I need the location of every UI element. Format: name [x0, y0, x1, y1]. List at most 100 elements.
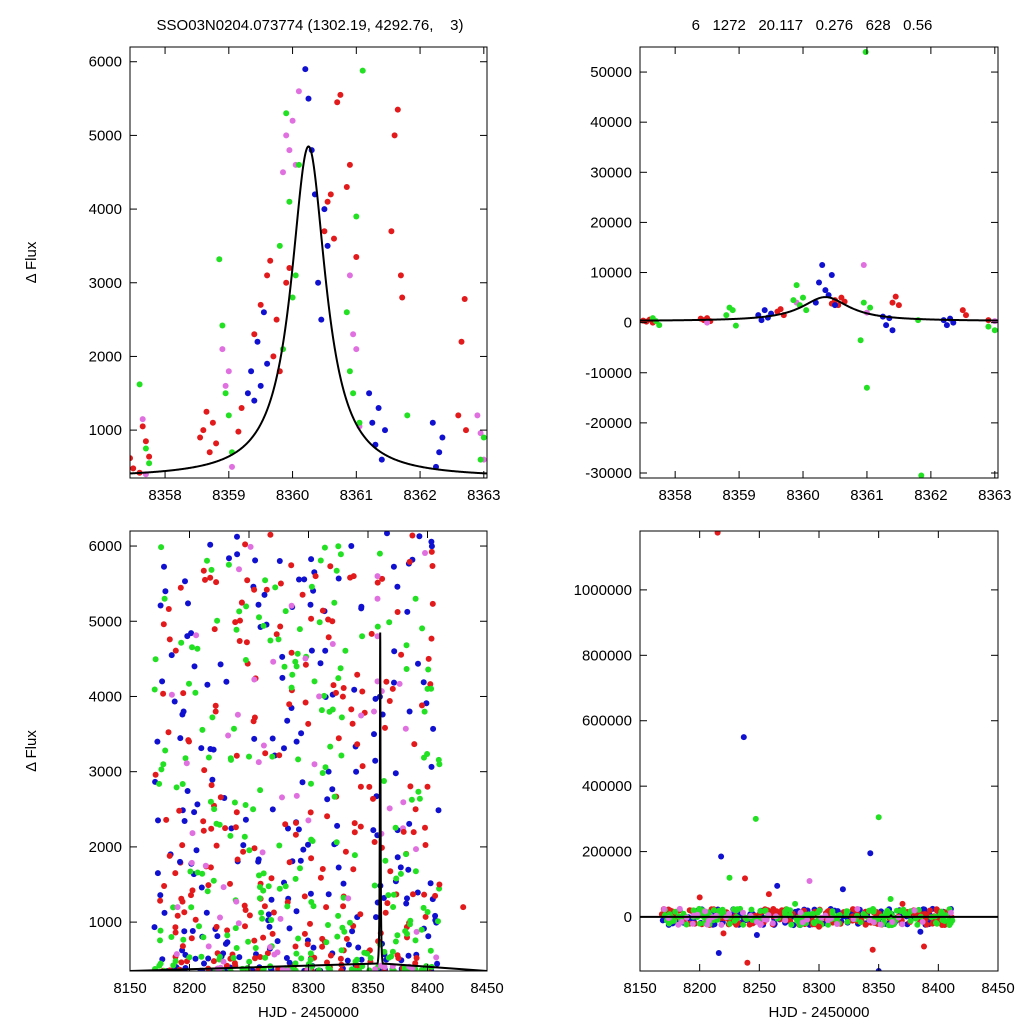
data-point-green	[415, 788, 422, 795]
data-point-red	[329, 618, 336, 625]
data-point-green	[187, 868, 194, 875]
plot-frame	[129, 530, 488, 972]
data-point-green	[416, 795, 423, 802]
data-point-violet	[374, 573, 381, 580]
data-point-blue	[265, 911, 272, 918]
data-point-blue	[432, 912, 439, 919]
data-point-red	[246, 912, 253, 919]
data-point-green	[385, 892, 392, 899]
data-point-green	[246, 958, 253, 965]
data-point-green	[204, 888, 211, 895]
data-point-blue	[921, 906, 928, 913]
data-point-blue	[181, 818, 188, 824]
data-point-blue	[261, 591, 268, 598]
plot-area	[640, 531, 998, 971]
data-point-violet	[217, 914, 223, 921]
data-point-red	[200, 827, 207, 834]
x-tick-label: 8360	[786, 487, 819, 504]
data-point-red	[327, 191, 334, 198]
data-point-red	[337, 91, 344, 98]
y-tick-label: -10000	[585, 365, 632, 382]
data-point-violet	[288, 602, 295, 609]
data-point-green	[232, 925, 239, 932]
data-point-green	[173, 784, 180, 791]
data-point-violet	[293, 792, 300, 799]
data-point-red	[419, 702, 425, 709]
x-axis-label: HJD - 2450000	[769, 1004, 870, 1021]
data-point-blue	[234, 551, 241, 558]
data-point-green	[425, 666, 432, 673]
data-point-violet	[236, 566, 242, 573]
data-point-blue	[405, 866, 412, 873]
data-point-red	[308, 855, 315, 862]
data-point-green	[412, 868, 419, 875]
data-point-red	[205, 882, 212, 889]
data-point-green	[421, 708, 428, 715]
data-point-green	[207, 798, 214, 805]
data-point-green	[337, 665, 344, 672]
data-point-red	[212, 708, 219, 715]
data-point-red	[243, 639, 250, 646]
data-point-green	[427, 947, 434, 954]
data-point-red	[394, 106, 401, 113]
data-point-red	[330, 682, 337, 689]
data-point-red	[166, 852, 173, 859]
data-point-blue	[358, 956, 365, 963]
data-point-green	[371, 882, 378, 889]
data-point-green	[863, 384, 870, 391]
data-point-green	[342, 647, 349, 654]
data-point-red	[292, 831, 299, 838]
data-point-violet	[676, 905, 683, 912]
data-point-blue	[415, 660, 421, 667]
data-point-blue	[324, 242, 331, 249]
data-point-red	[399, 294, 406, 301]
x-tick-label: 8362	[403, 487, 436, 504]
data-point-blue	[168, 652, 175, 659]
data-point-red	[232, 824, 239, 831]
data-point-green	[231, 799, 238, 806]
data-point-red	[398, 651, 405, 658]
y-tick-label: 5000	[89, 613, 122, 630]
data-point-blue	[430, 725, 437, 732]
data-point-violet	[919, 918, 926, 925]
data-point-green	[292, 875, 299, 882]
data-point-green	[323, 939, 330, 946]
data-point-green	[321, 544, 328, 551]
data-point-green	[327, 966, 333, 971]
data-point-red	[299, 591, 306, 598]
data-point-green	[666, 920, 672, 927]
data-point-violet	[704, 319, 711, 326]
data-point-green	[142, 445, 149, 452]
data-point-red	[200, 818, 207, 825]
x-axis-label: HJD - 2450000	[258, 1004, 359, 1021]
data-point-red	[319, 943, 326, 950]
data-point-blue	[255, 856, 262, 863]
data-point-green	[283, 110, 290, 117]
data-point-blue	[828, 272, 835, 278]
panel-bottom-right: 8150 8200 8250 8300 8350 8400 8450 0 200000 40000…	[574, 530, 1015, 1021]
data-point-blue	[207, 541, 214, 548]
data-point-red	[208, 782, 215, 789]
data-point-green	[151, 686, 158, 693]
data-point-red	[458, 338, 465, 345]
data-point-violet	[295, 88, 302, 95]
data-point-blue	[405, 952, 412, 959]
data-point-red	[407, 783, 414, 790]
plot-frame	[129, 46, 488, 479]
x-tick-label: 8450	[981, 980, 1014, 997]
data-point-green	[322, 764, 329, 771]
data-point-violet	[222, 382, 229, 389]
data-point-violet	[225, 368, 232, 375]
data-point-green	[333, 567, 340, 574]
data-point-green	[793, 282, 800, 289]
data-point-green	[295, 935, 302, 942]
data-point-blue	[822, 287, 829, 294]
data-point-red	[765, 891, 772, 898]
data-point-blue	[209, 776, 216, 783]
data-point-red	[351, 820, 358, 827]
data-point-blue	[366, 390, 373, 397]
data-point-green	[188, 904, 195, 911]
data-point-blue	[295, 826, 302, 833]
data-point-blue	[210, 746, 217, 753]
data-point-green	[298, 955, 305, 962]
